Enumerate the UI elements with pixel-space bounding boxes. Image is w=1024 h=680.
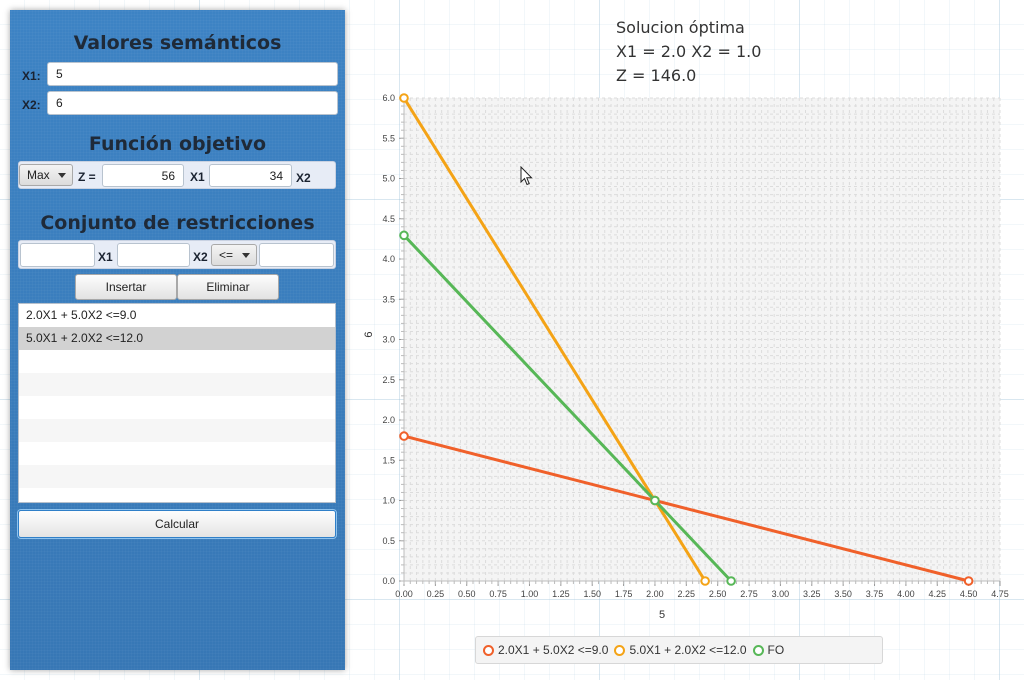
x-tick-label: 1.75 — [615, 589, 633, 599]
constraint-x2-input[interactable] — [117, 243, 190, 267]
list-item-empty — [19, 396, 335, 419]
list-item[interactable]: 2.0X1 + 5.0X2 <=9.0 — [26, 308, 137, 322]
x-tick-label: 1.25 — [552, 589, 570, 599]
data-point — [399, 431, 409, 441]
coef-x2-input[interactable] — [209, 164, 292, 187]
y-tick-label: 2.5 — [382, 375, 395, 385]
y-axis-title: 6 — [363, 331, 375, 337]
y-tick-label: 4.0 — [382, 254, 395, 264]
x-tick-label: 3.00 — [772, 589, 790, 599]
mouse-cursor-icon — [520, 166, 533, 186]
y-tick-label: 0.5 — [382, 536, 395, 546]
legend-marker — [483, 644, 494, 656]
solution-variables: X1 = 2.0 X2 = 1.0 — [616, 42, 762, 61]
legend-label: 2.0X1 + 5.0X2 <=9.0 — [498, 643, 609, 657]
x-tick-label: 3.75 — [866, 589, 884, 599]
solution-title: Solucion óptima — [616, 18, 745, 37]
solution-text: Solucion óptima X1 = 2.0 X2 = 1.0 Z = 14… — [616, 16, 761, 88]
data-point — [399, 230, 409, 241]
x2-value-input[interactable] — [47, 91, 338, 115]
list-item-empty — [19, 350, 335, 373]
x2-tag: X2 — [296, 171, 311, 185]
legend-item: FO — [752, 643, 785, 657]
x-tick-label: 0.25 — [427, 589, 445, 599]
delete-button[interactable]: Eliminar — [177, 274, 279, 300]
x1-value-input[interactable] — [47, 62, 338, 86]
input-panel: Valores semánticos X1: X2: Función objet… — [10, 10, 345, 670]
objective-function-title: Función objetivo — [88, 133, 267, 155]
x-tick-label: 4.25 — [928, 589, 946, 599]
legend-marker — [614, 644, 626, 656]
x-tick-label: 2.25 — [678, 589, 696, 599]
legend-label: 5.0X1 + 2.0X2 <=12.0 — [629, 643, 747, 657]
legend-marker — [752, 644, 764, 656]
chevron-down-icon — [242, 253, 250, 258]
constraint-x1-tag: X1 — [98, 250, 113, 264]
rhs-input[interactable] — [259, 243, 334, 267]
list-item-empty — [19, 465, 335, 488]
data-point — [650, 495, 660, 506]
x-tick-label: 0.75 — [489, 589, 507, 599]
data-point — [726, 576, 736, 586]
y-tick-label: 3.0 — [382, 335, 395, 345]
x-tick-label: 4.00 — [897, 589, 915, 599]
x-tick-label: 3.50 — [834, 589, 852, 599]
list-item[interactable]: 5.0X1 + 2.0X2 <=12.0 — [19, 327, 335, 350]
y-tick-label: 1.0 — [382, 496, 395, 506]
chart-legend: 2.0X1 + 5.0X2 <=9.0 5.0X1 + 2.0X2 <=12.0… — [475, 636, 883, 664]
y-tick-label: 2.0 — [382, 415, 395, 425]
x-tick-label: 1.00 — [521, 589, 539, 599]
semantic-values-title: Valores semánticos — [73, 32, 282, 54]
x-tick-label: 2.75 — [740, 589, 758, 599]
legend-item: 2.0X1 + 5.0X2 <=9.0 — [483, 643, 608, 657]
x-tick-label: 2.50 — [709, 589, 727, 599]
operator-select[interactable]: <= — [211, 244, 257, 266]
x-tick-label: 4.50 — [960, 589, 978, 599]
chevron-down-icon — [58, 173, 66, 178]
data-point — [963, 576, 974, 586]
legend-item: 5.0X1 + 2.0X2 <=12.0 — [614, 643, 747, 657]
x1-tag: X1 — [190, 170, 205, 184]
x-tick-label: 3.25 — [803, 589, 821, 599]
y-tick-label: 0.0 — [382, 576, 395, 586]
y-tick-label: 1.5 — [382, 455, 395, 465]
calculate-button[interactable]: Calcular — [18, 510, 336, 538]
constraints-list[interactable]: 2.0X1 + 5.0X2 <=9.0 5.0X1 + 2.0X2 <=12.0 — [18, 303, 336, 503]
x-tick-label: 4.75 — [991, 589, 1009, 599]
y-tick-label: 5.0 — [382, 174, 395, 184]
x-tick-label: 0.50 — [458, 589, 476, 599]
list-item-empty — [19, 488, 335, 502]
y-tick-label: 6.0 — [382, 93, 395, 103]
data-point — [700, 576, 710, 586]
constraint-x1-input[interactable] — [20, 243, 95, 267]
x-tick-label: 0.00 — [395, 589, 413, 599]
x1-label: X1: — [22, 69, 41, 83]
list-item-empty — [19, 419, 335, 442]
y-tick-label: 4.5 — [382, 214, 395, 224]
list-item-empty — [19, 373, 335, 396]
constraints-title: Conjunto de restricciones — [40, 212, 315, 234]
y-tick-label: 3.5 — [382, 294, 395, 304]
x-tick-label: 1.50 — [583, 589, 601, 599]
coef-x1-input[interactable] — [102, 164, 184, 187]
objective-mode-select[interactable]: Max — [19, 164, 73, 186]
objective-mode-value: Max — [27, 168, 50, 182]
list-item-empty — [19, 442, 335, 465]
x-tick-label: 2.00 — [646, 589, 664, 599]
constraint-x2-tag: X2 — [193, 250, 208, 264]
operator-value: <= — [219, 248, 234, 262]
x2-label: X2: — [22, 98, 41, 112]
solution-chart: 0.00 0.25 0.50 0.75 1.00 1.25 1.50 1.75 2.00 2.25… — [363, 93, 1009, 621]
data-point — [399, 93, 409, 103]
x-axis-title: 5 — [659, 609, 665, 621]
z-label: Z = — [78, 170, 96, 184]
insert-button[interactable]: Insertar — [75, 274, 177, 300]
solution-z-value: Z = 146.0 — [616, 66, 697, 85]
y-tick-label: 5.5 — [382, 133, 395, 143]
legend-label: FO — [767, 643, 785, 657]
